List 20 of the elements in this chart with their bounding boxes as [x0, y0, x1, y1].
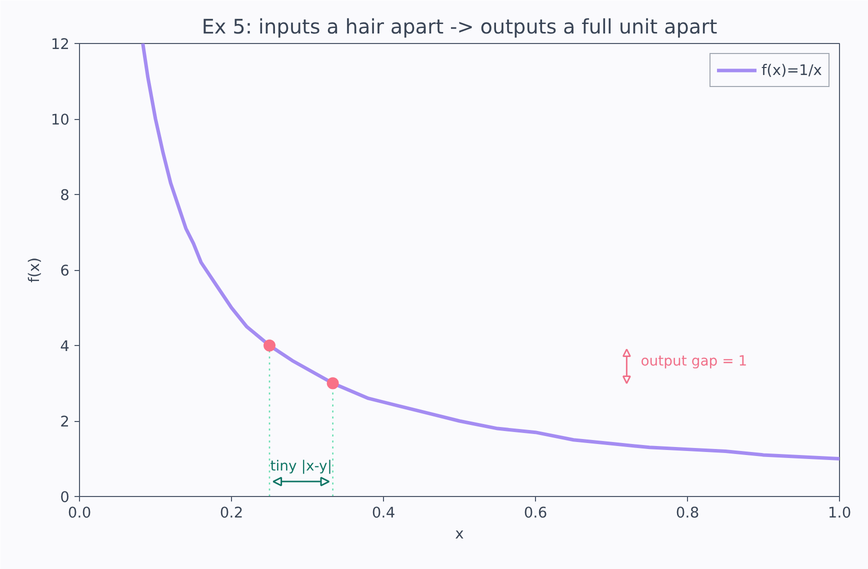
annotation: tiny |x-y|: [270, 458, 332, 475]
x-tick-label: 0.2: [220, 504, 244, 522]
x-tick-label: 0.6: [524, 504, 548, 522]
y-tick-label: 6: [60, 262, 70, 280]
x-tick-label: 1.0: [828, 504, 852, 522]
x-tick-label: 0.8: [676, 504, 700, 522]
y-tick-label: 12: [50, 36, 70, 53]
line-series: [141, 44, 840, 460]
y-tick-label: 10: [50, 112, 70, 128]
x-tick-label: 0.4: [372, 504, 396, 522]
y-tick-label: 4: [60, 338, 70, 355]
y-tick-label: 2: [60, 414, 70, 430]
y-axis-title: f(x): [26, 257, 43, 283]
annotation: output gap = 1: [640, 353, 748, 370]
chart-title: Ex 5: inputs a hair apart -> outputs a full unit apart: [202, 14, 718, 38]
x-axis-title: x: [455, 526, 464, 542]
legend-label: f(x)=1/x: [762, 62, 822, 78]
y-tick-label: 0: [60, 489, 70, 506]
y-tick-label: 8: [60, 187, 70, 204]
x-tick-label: 0.0: [68, 504, 92, 522]
